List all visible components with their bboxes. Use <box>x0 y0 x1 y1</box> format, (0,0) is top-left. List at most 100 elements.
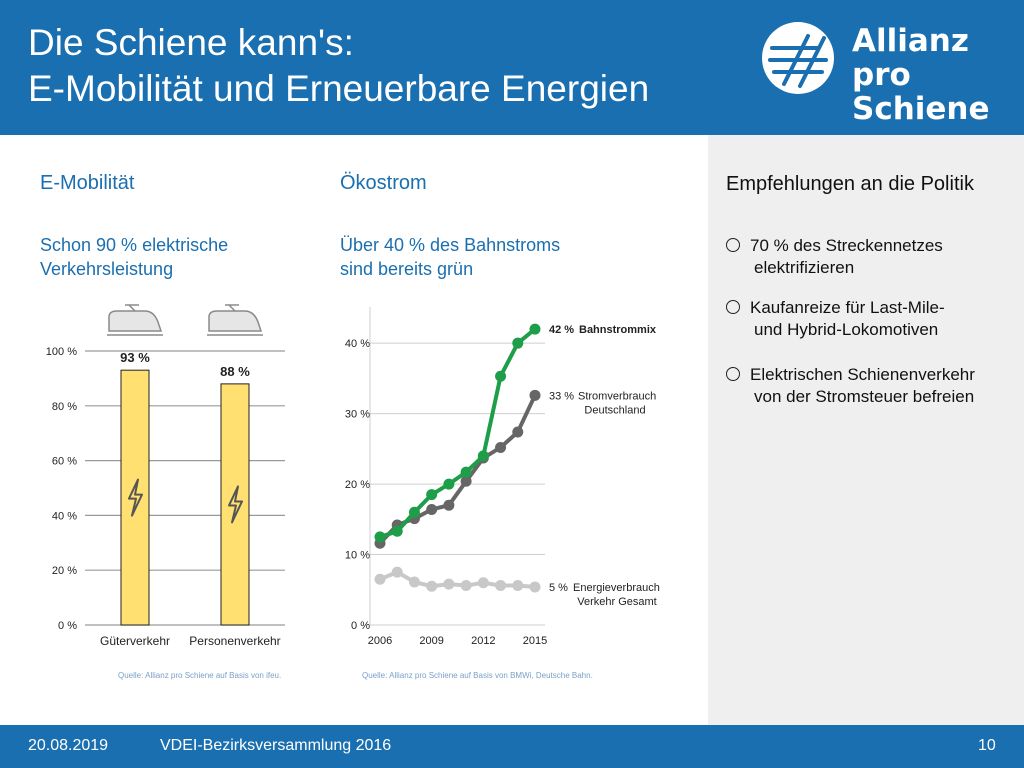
oekostrom-subtitle-line-1: Über 40 % des Bahnstroms <box>340 235 561 255</box>
pantograph-line <box>228 304 236 312</box>
logo-line-1: Allianz <box>852 23 969 59</box>
line-y-tick-label: 10 % <box>345 550 370 562</box>
data-point <box>477 450 489 462</box>
title-line-2: E-Mobilität und Erneuerbare Energien <box>28 68 650 109</box>
line-y-tick-label: 40 % <box>345 338 370 350</box>
bar-y-tick-label: 40 % <box>52 510 77 522</box>
e-mobilitaet-subtitle: Schon 90 % elektrische Verkehrsleistung <box>40 233 228 281</box>
e-mobility-bar-chart: 0 % 20 % 40 % 60 % 80 % 100 % 93 % Güterverkehr… <box>46 304 285 648</box>
line-x-tick-label: 2006 <box>368 635 392 647</box>
recommendation-line-2: elektrifizieren <box>754 258 855 277</box>
data-point <box>443 499 455 511</box>
data-point <box>374 573 386 585</box>
line-x-tick-label: 2015 <box>523 635 547 647</box>
footer-date: 20.08.2019 <box>28 737 109 754</box>
recommendations-panel: Empfehlungen an die Politik 70 % des Str… <box>708 135 1024 725</box>
logo-emblem-icon <box>762 22 834 94</box>
data-point <box>408 576 420 588</box>
bar-category-label: Personenverkehr <box>189 634 280 648</box>
data-point <box>426 489 438 501</box>
recommendation-line-2: und Hybrid-Lokomotiven <box>754 320 939 339</box>
bar-y-tick-label: 60 % <box>52 456 77 468</box>
oekostrom-subtitle: Über 40 % des Bahnstroms sind bereits gr… <box>340 233 560 281</box>
series-name-label: Bahnstrommix <box>579 324 657 336</box>
data-point <box>391 566 403 578</box>
line-x-tick-label: 2012 <box>471 635 495 647</box>
header-bar: Die Schiene kann's: E-Mobilität und Erne… <box>0 0 1024 135</box>
data-point <box>512 337 524 349</box>
e-mobilitaet-subtitle-line-2: Verkehrsleistung <box>40 259 174 279</box>
recommendations-title: Empfehlungen an die Politik <box>726 173 974 195</box>
green-electricity-line-chart: 0 % 10 % 20 % 30 % 40 % 2006 2009 2012 2015 42 % B… <box>345 307 660 647</box>
data-point <box>408 506 420 518</box>
recommendation-item: Kaufanreize für Last-Mile- und Hybrid-Lo… <box>726 297 945 341</box>
bar-chart-source: Quelle: Allianz pro Schiene auf Basis vo… <box>118 671 282 680</box>
data-point <box>495 441 507 453</box>
line-x-tick-label: 2009 <box>419 635 443 647</box>
recommendation-line-1: Elektrischen Schienenverkehr <box>750 365 975 384</box>
data-point <box>529 323 541 335</box>
data-point <box>529 389 541 401</box>
recommendation-line-1: 70 % des Streckennetzes <box>750 236 943 255</box>
data-point <box>426 503 438 515</box>
series-end-value-label: 33 % <box>549 390 574 402</box>
series-line <box>379 327 537 539</box>
bullet-circle-icon <box>726 300 740 314</box>
bar <box>120 369 150 626</box>
data-point <box>426 580 438 592</box>
train-icon <box>208 310 263 332</box>
section-oekostrom: Ökostrom <box>340 172 427 194</box>
pantograph-line <box>128 304 136 312</box>
section-e-mobilitaet: E-Mobilität <box>40 172 135 194</box>
series-name-label: Stromverbrauch <box>578 390 656 402</box>
bullet-circle-icon <box>726 367 740 381</box>
data-point <box>443 478 455 490</box>
bar-category-label: Güterverkehr <box>100 634 170 648</box>
series-name-label: Energieverbrauch <box>573 582 660 594</box>
oekostrom-subtitle-line-2: sind bereits grün <box>340 259 474 279</box>
title-line-1: Die Schiene kann's: <box>28 22 354 63</box>
lightning-icon <box>228 485 243 524</box>
series-end-value-label: 42 % <box>549 324 574 336</box>
data-point <box>460 475 472 487</box>
data-point <box>512 580 524 592</box>
line-chart-source: Quelle: Allianz pro Schiene auf Basis vo… <box>362 671 593 680</box>
data-point <box>460 466 472 478</box>
bar-y-tick-label: 100 % <box>46 346 77 358</box>
data-point <box>374 531 386 543</box>
bar-data-label: 88 % <box>220 364 250 379</box>
lightning-icon <box>128 478 143 517</box>
recommendation-item: 70 % des Streckennetzes elektrifizieren <box>726 235 943 279</box>
bar-data-label: 93 % <box>120 350 150 365</box>
allianz-pro-schiene-logo: Allianz pro Schiene <box>760 14 1010 126</box>
footer-bar: 20.08.2019 VDEI-Bezirksversammlung 2016 … <box>0 725 1024 768</box>
series-line <box>379 570 536 589</box>
data-point <box>391 525 403 537</box>
bar-y-tick-label: 20 % <box>52 565 77 577</box>
data-point <box>477 577 489 589</box>
line-y-tick-label: 30 % <box>345 409 370 421</box>
data-point <box>529 581 541 593</box>
data-point <box>495 370 507 382</box>
bullet-circle-icon <box>726 238 740 252</box>
series-line <box>378 394 537 545</box>
footer-event: VDEI-Bezirksversammlung 2016 <box>160 737 392 754</box>
series-end-value-label: 5 % <box>549 582 568 594</box>
data-point <box>460 580 472 592</box>
line-y-tick-label: 0 % <box>351 620 370 632</box>
page-number: 10 <box>978 737 996 754</box>
bar-y-tick-label: 80 % <box>52 401 77 413</box>
train-icon <box>108 310 163 332</box>
data-point <box>443 578 455 590</box>
e-mobilitaet-subtitle-line-1: Schon 90 % elektrische <box>40 235 229 255</box>
data-point <box>495 580 507 592</box>
series-name-label: Deutschland <box>584 404 645 416</box>
recommendation-line-1: Kaufanreize für Last-Mile- <box>750 298 945 317</box>
logo-text: Allianz pro Schiene <box>852 24 1010 126</box>
series-name-label: Verkehr Gesamt <box>577 596 656 608</box>
recommendation-item: Elektrischen Schienenverkehr von der Str… <box>726 364 975 408</box>
recommendation-line-2: von der Stromsteuer befreien <box>754 387 975 406</box>
data-point <box>512 426 524 438</box>
line-y-tick-label: 20 % <box>345 479 370 491</box>
bar-y-tick-label: 0 % <box>58 620 77 632</box>
